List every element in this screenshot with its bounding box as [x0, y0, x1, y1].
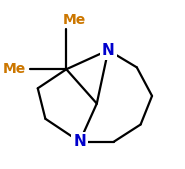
Text: Me: Me	[3, 62, 26, 76]
Text: N: N	[73, 134, 86, 149]
Text: N: N	[102, 43, 115, 58]
Text: Me: Me	[62, 13, 86, 27]
Text: N: N	[102, 43, 115, 58]
Text: N: N	[73, 134, 86, 149]
